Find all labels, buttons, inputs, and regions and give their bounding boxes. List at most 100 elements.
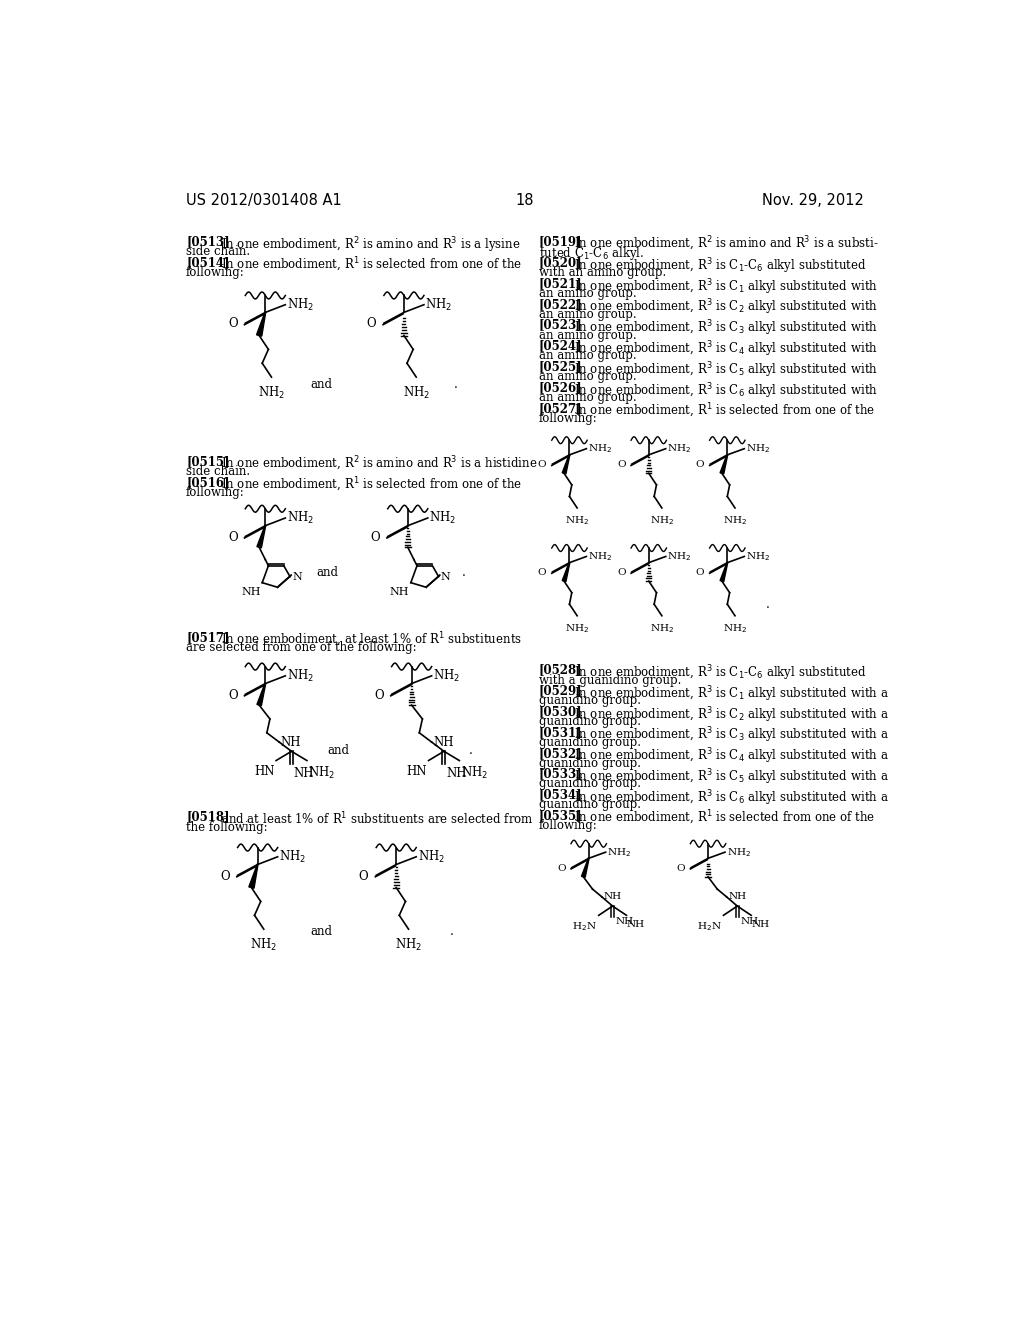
- Text: N: N: [441, 572, 451, 582]
- Text: with a guanidino group.: with a guanidino group.: [539, 673, 681, 686]
- Text: NH$_2$: NH$_2$: [395, 937, 422, 953]
- Text: guanidino group.: guanidino group.: [539, 799, 641, 812]
- Text: H$_2$N: H$_2$N: [572, 920, 597, 933]
- Text: [0531]: [0531]: [539, 726, 583, 739]
- Text: In one embodiment, R$^2$ is amino and R$^3$ is a lysine: In one embodiment, R$^2$ is amino and R$…: [221, 235, 521, 255]
- Polygon shape: [249, 865, 258, 888]
- Text: O: O: [367, 317, 376, 330]
- Text: the following:: the following:: [186, 821, 267, 834]
- Text: following:: following:: [186, 267, 245, 280]
- Text: NH$_2$: NH$_2$: [287, 668, 314, 684]
- Text: NH: NH: [627, 920, 644, 929]
- Text: NH: NH: [390, 586, 410, 597]
- Polygon shape: [720, 455, 728, 474]
- Text: .: .: [454, 378, 458, 391]
- Text: [0532]: [0532]: [539, 747, 583, 760]
- Text: In one embodiment, R$^2$ is amino and R$^3$ is a substi-: In one embodiment, R$^2$ is amino and R$…: [574, 235, 879, 253]
- Polygon shape: [720, 562, 728, 582]
- Polygon shape: [582, 858, 589, 878]
- Text: In one embodiment, R$^3$ is C$_4$ alkyl substituted with: In one embodiment, R$^3$ is C$_4$ alkyl …: [574, 339, 878, 359]
- Text: US 2012/0301408 A1: US 2012/0301408 A1: [186, 193, 342, 209]
- Text: H$_2$N: H$_2$N: [697, 920, 722, 933]
- Text: [0524]: [0524]: [539, 339, 583, 352]
- Text: [0523]: [0523]: [539, 318, 583, 331]
- Text: O: O: [538, 568, 547, 577]
- Text: guanidino group.: guanidino group.: [539, 737, 641, 748]
- Text: O: O: [557, 863, 565, 873]
- Text: an amino group.: an amino group.: [539, 350, 636, 363]
- Polygon shape: [562, 562, 569, 582]
- Text: [0520]: [0520]: [539, 256, 583, 269]
- Text: an amino group.: an amino group.: [539, 308, 636, 321]
- Text: [0533]: [0533]: [539, 767, 583, 780]
- Text: 18: 18: [515, 193, 535, 209]
- Text: [0516]: [0516]: [186, 475, 229, 488]
- Text: NH: NH: [752, 920, 769, 929]
- Text: and: and: [310, 378, 333, 391]
- Text: O: O: [617, 461, 626, 470]
- Text: tuted C$_1$-C$_6$ alkyl.: tuted C$_1$-C$_6$ alkyl.: [539, 246, 644, 263]
- Text: NH: NH: [728, 892, 746, 902]
- Text: In one embodiment, at least 1% of R$^1$ substituents: In one embodiment, at least 1% of R$^1$ …: [221, 631, 522, 649]
- Text: NH$_2$: NH$_2$: [402, 385, 430, 401]
- Text: are selected from one of the following:: are selected from one of the following:: [186, 642, 417, 655]
- Text: [0534]: [0534]: [539, 788, 583, 801]
- Text: NH$_2$: NH$_2$: [433, 668, 460, 684]
- Text: NH$_2$: NH$_2$: [607, 846, 631, 858]
- Text: following:: following:: [186, 486, 245, 499]
- Text: NH$_2$: NH$_2$: [668, 442, 691, 455]
- Text: NH$_2$: NH$_2$: [287, 297, 314, 313]
- Text: guanidino group.: guanidino group.: [539, 777, 641, 791]
- Polygon shape: [562, 455, 569, 474]
- Text: with an amino group.: with an amino group.: [539, 267, 666, 280]
- Text: NH$_2$: NH$_2$: [650, 622, 674, 635]
- Text: .: .: [462, 566, 466, 579]
- Text: NH$_2$: NH$_2$: [418, 849, 444, 865]
- Text: NH: NH: [433, 735, 454, 748]
- Text: In one embodiment, R$^2$ is amino and R$^3$ is a histidine: In one embodiment, R$^2$ is amino and R$…: [221, 455, 538, 473]
- Polygon shape: [257, 684, 265, 706]
- Text: O: O: [617, 568, 626, 577]
- Text: NH$_2$: NH$_2$: [723, 622, 748, 635]
- Text: NH$_2$: NH$_2$: [723, 515, 748, 527]
- Text: In one embodiment, R$^1$ is selected from one of the: In one embodiment, R$^1$ is selected fro…: [221, 475, 522, 494]
- Text: NH$_2$: NH$_2$: [565, 622, 589, 635]
- Text: NH$_2$: NH$_2$: [588, 550, 612, 562]
- Text: [0519]: [0519]: [539, 235, 583, 248]
- Text: .: .: [469, 743, 473, 756]
- Text: [0529]: [0529]: [539, 684, 583, 697]
- Text: NH$_2$: NH$_2$: [250, 937, 278, 953]
- Text: NH$_2$: NH$_2$: [565, 515, 589, 527]
- Text: Nov. 29, 2012: Nov. 29, 2012: [762, 193, 863, 209]
- Text: O: O: [695, 461, 705, 470]
- Text: an amino group.: an amino group.: [539, 329, 636, 342]
- Text: In one embodiment, R$^3$ is C$_5$ alkyl substituted with: In one embodiment, R$^3$ is C$_5$ alkyl …: [574, 360, 878, 380]
- Text: In one embodiment, R$^1$ is selected from one of the: In one embodiment, R$^1$ is selected fro…: [574, 401, 876, 420]
- Text: In one embodiment, R$^3$ is C$_2$ alkyl substituted with: In one embodiment, R$^3$ is C$_2$ alkyl …: [574, 298, 878, 317]
- Text: and at least 1% of R$^1$ substituents are selected from: and at least 1% of R$^1$ substituents ar…: [221, 810, 535, 828]
- Text: NH: NH: [603, 892, 622, 902]
- Text: O: O: [538, 461, 547, 470]
- Text: [0522]: [0522]: [539, 298, 583, 310]
- Text: O: O: [358, 870, 369, 883]
- Text: In one embodiment, R$^3$ is C$_1$-C$_6$ alkyl substituted: In one embodiment, R$^3$ is C$_1$-C$_6$ …: [574, 256, 867, 276]
- Text: NH: NH: [281, 735, 301, 748]
- Text: In one embodiment, R$^3$ is C$_3$ alkyl substituted with: In one embodiment, R$^3$ is C$_3$ alkyl …: [574, 318, 878, 338]
- Text: In one embodiment, R$^3$ is C$_2$ alkyl substituted with a: In one embodiment, R$^3$ is C$_2$ alkyl …: [574, 705, 889, 725]
- Text: NH$_2$: NH$_2$: [745, 550, 770, 562]
- Text: NH: NH: [615, 917, 634, 925]
- Text: NH$_2$: NH$_2$: [588, 442, 612, 455]
- Text: and: and: [310, 924, 333, 937]
- Text: NH$_2$: NH$_2$: [745, 442, 770, 455]
- Text: NH$_2$: NH$_2$: [280, 849, 306, 865]
- Text: following:: following:: [539, 412, 597, 425]
- Text: an amino group.: an amino group.: [539, 370, 636, 383]
- Text: O: O: [228, 689, 238, 702]
- Text: and: and: [316, 566, 338, 579]
- Text: O: O: [676, 863, 685, 873]
- Text: NH$_2$: NH$_2$: [668, 550, 691, 562]
- Text: [0526]: [0526]: [539, 381, 583, 393]
- Text: [0517]: [0517]: [186, 631, 229, 644]
- Text: [0525]: [0525]: [539, 360, 583, 374]
- Text: O: O: [220, 870, 230, 883]
